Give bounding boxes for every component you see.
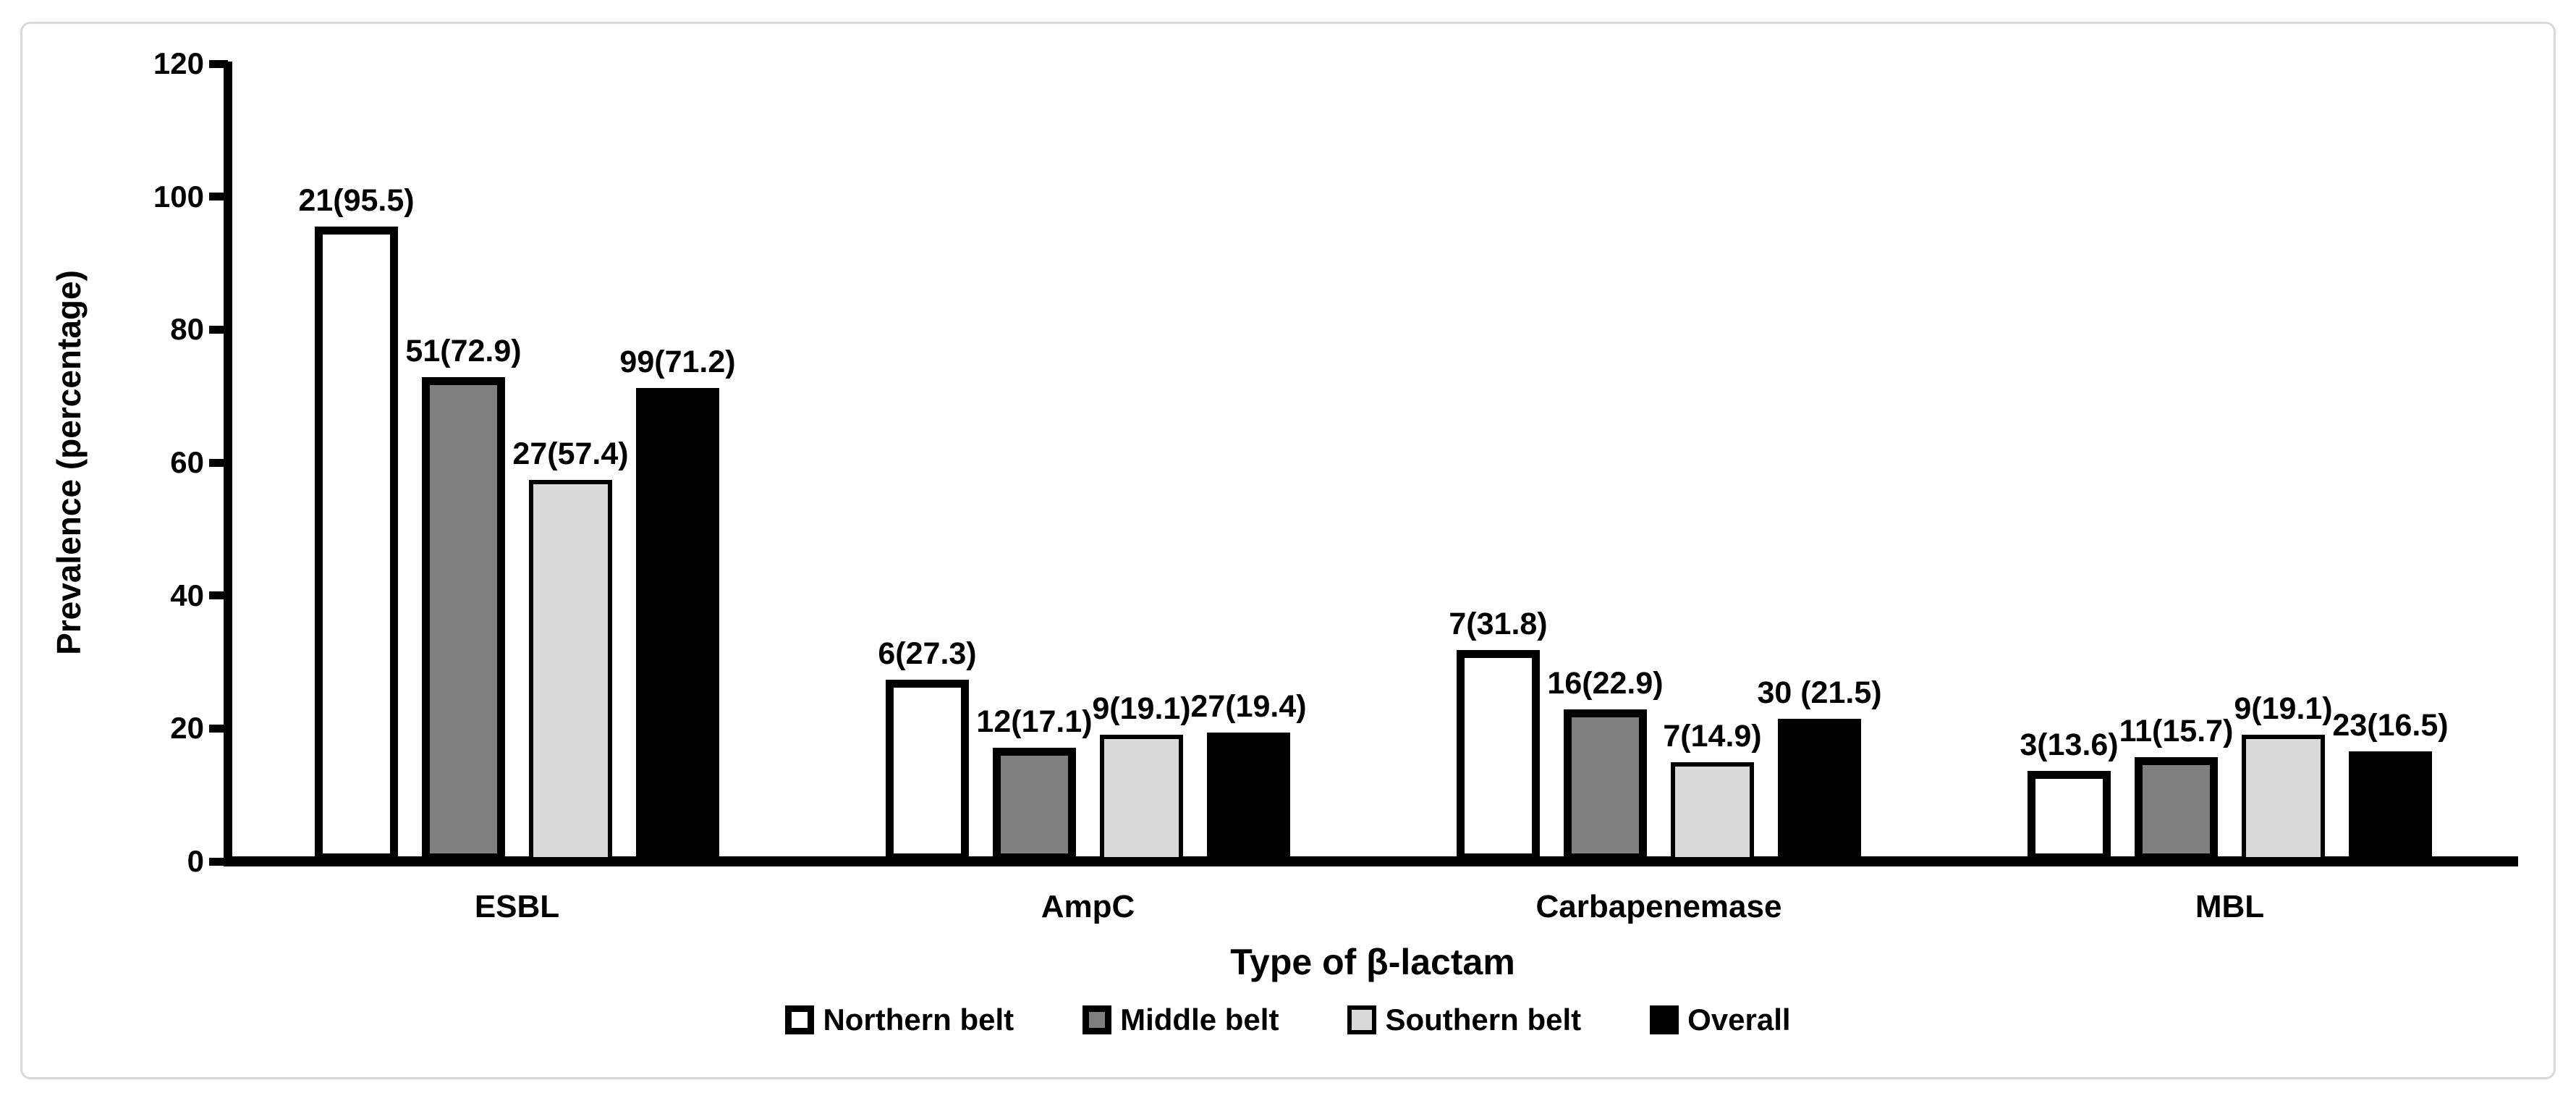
y-tick-label-60: 60	[170, 445, 204, 479]
y-tick-label-0: 0	[187, 844, 204, 878]
legend-item-middle-belt: Middle belt	[1082, 1003, 1279, 1037]
y-tick-0	[209, 858, 228, 866]
legend-item-northern-belt: Northern belt	[785, 1003, 1014, 1037]
bar-label-southern-belt-esbl: 27(57.4)	[512, 436, 629, 471]
bar-label-overall-esbl: 99(71.2)	[619, 345, 736, 379]
y-tick-label-100: 100	[153, 180, 204, 214]
legend-item-overall: Overall	[1650, 1003, 1791, 1037]
y-tick-100	[209, 193, 228, 201]
bar-label-northern-belt-ampc: 6(27.3)	[878, 636, 977, 671]
legend-swatch-middle-belt	[1082, 1005, 1112, 1034]
legend-label-overall: Overall	[1687, 1003, 1791, 1037]
bar-middle-belt-carbapenemase	[1564, 709, 1647, 861]
bar-label-middle-belt-esbl: 51(72.9)	[405, 334, 522, 368]
x-category-ampc: AmpC	[1041, 889, 1135, 924]
y-tick-120	[209, 60, 228, 68]
bar-overall-ampc	[1207, 733, 1290, 861]
y-axis-line	[224, 62, 232, 866]
legend-swatch-southern-belt	[1347, 1005, 1377, 1034]
y-tick-40	[209, 591, 228, 599]
legend-item-southern-belt: Southern belt	[1347, 1003, 1581, 1037]
bar-northern-belt-esbl	[315, 227, 398, 861]
legend-label-southern-belt: Southern belt	[1385, 1003, 1582, 1037]
bar-label-overall-mbl: 23(16.5)	[2332, 708, 2449, 743]
figure-border	[20, 22, 2556, 1079]
bar-label-northern-belt-carbapenemase: 7(31.8)	[1449, 607, 1548, 641]
bar-middle-belt-esbl	[422, 377, 505, 861]
bar-overall-esbl	[636, 388, 719, 861]
bar-southern-belt-esbl	[529, 480, 612, 861]
bar-middle-belt-ampc	[993, 748, 1076, 861]
legend-label-northern-belt: Northern belt	[823, 1003, 1014, 1037]
bar-label-northern-belt-mbl: 3(13.6)	[2020, 727, 2119, 762]
legend-swatch-northern-belt	[785, 1005, 815, 1034]
bar-southern-belt-mbl	[2242, 735, 2325, 861]
bar-northern-belt-carbapenemase	[1457, 650, 1540, 861]
legend: Northern belt Middle belt Southern belt Ove…	[0, 1003, 2576, 1037]
bar-label-middle-belt-ampc: 12(17.1)	[976, 704, 1093, 739]
y-tick-label-80: 80	[170, 312, 204, 346]
y-tick-label-120: 120	[153, 46, 204, 80]
bar-southern-belt-ampc	[1100, 735, 1183, 861]
y-tick-60	[209, 459, 228, 467]
bar-label-southern-belt-carbapenemase: 7(14.9)	[1663, 719, 1762, 754]
y-tick-20	[209, 725, 228, 733]
x-axis-line	[224, 856, 2518, 866]
y-tick-label-40: 40	[170, 578, 204, 612]
x-category-esbl: ESBL	[474, 889, 560, 924]
x-axis-title: Type of β-lactam	[1230, 942, 1515, 982]
y-tick-label-20: 20	[170, 711, 204, 745]
bar-label-overall-ampc: 27(19.4)	[1190, 689, 1307, 724]
bar-northern-belt-mbl	[2028, 771, 2111, 861]
bar-label-middle-belt-carbapenemase: 16(22.9)	[1547, 666, 1664, 701]
bar-overall-mbl	[2349, 751, 2432, 861]
bar-middle-belt-mbl	[2135, 757, 2218, 861]
bar-label-southern-belt-ampc: 9(19.1)	[1092, 691, 1191, 726]
bar-northern-belt-ampc	[886, 680, 969, 861]
bar-label-overall-carbapenemase: 30 (21.5)	[1757, 675, 1882, 710]
x-category-mbl: MBL	[2195, 889, 2265, 924]
legend-label-middle-belt: Middle belt	[1120, 1003, 1279, 1037]
x-category-carbapenemase: Carbapenemase	[1535, 889, 1782, 924]
bar-label-northern-belt-esbl: 21(95.5)	[298, 183, 415, 218]
bar-southern-belt-carbapenemase	[1671, 762, 1754, 861]
bar-label-middle-belt-mbl: 11(15.7)	[2119, 714, 2234, 748]
legend-swatch-overall	[1650, 1005, 1679, 1034]
y-tick-80	[209, 326, 228, 334]
bar-overall-carbapenemase	[1778, 719, 1861, 861]
bar-label-southern-belt-mbl: 9(19.1)	[2234, 691, 2333, 726]
